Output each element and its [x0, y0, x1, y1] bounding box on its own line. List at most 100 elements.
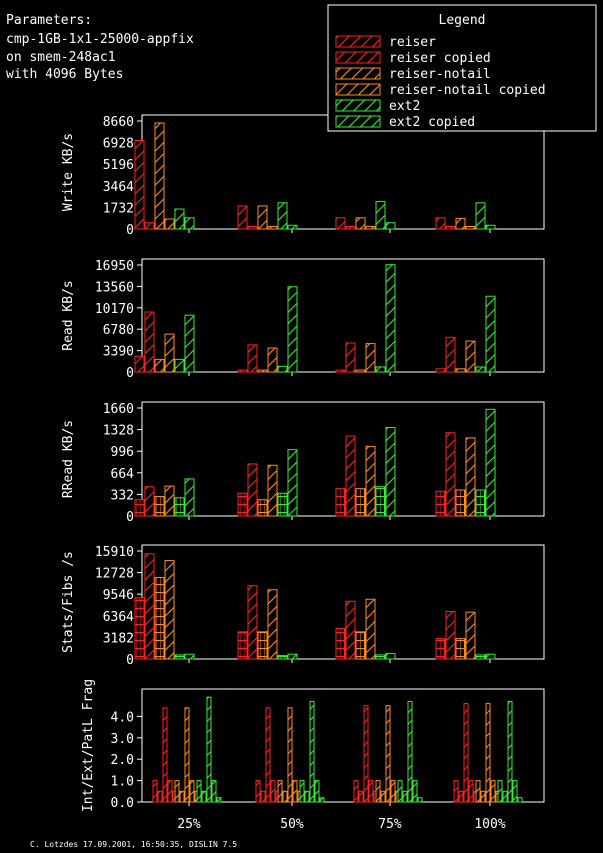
bar-p0-s5-c2: [385, 222, 396, 230]
frag-bar-s2-c0-b3: [211, 780, 217, 803]
frag-bar-s0-c3-b3: [468, 780, 474, 803]
parameters-block: Parameters: cmp-1GB-1x1-25000-appfix on …: [6, 13, 194, 82]
bar-p0-s0-c2: [335, 217, 346, 230]
bar-p1-s5-c2: [385, 264, 396, 373]
ytick-label-4-2: 2.0: [111, 753, 134, 768]
legend-label-1: reiser copied: [389, 51, 491, 66]
legend-label-0: reiser: [389, 35, 436, 50]
bar-p2-s1-c3: [445, 432, 456, 517]
frag-bar-s2-c3-b3: [512, 780, 518, 803]
ytick-label-0-1: 1732: [103, 201, 134, 216]
ytick-label-2-2: 664: [111, 467, 135, 482]
frag-bar-s1-c0-b3: [189, 780, 195, 803]
footer-credit: C. Lotzdes 17.09.2001, 16:50:35, DISLIN …: [30, 840, 237, 849]
bar-p2-s0-c3: [435, 490, 446, 517]
frag-bar-s1-c3-b3: [490, 780, 496, 803]
bar-p1-s1-c3: [445, 336, 456, 373]
x-label-25: 25%: [177, 817, 201, 832]
bar-p0-s0-c0: [134, 139, 145, 230]
bar-p3-s0-c1: [237, 631, 248, 660]
bar-p2-s2-c3: [455, 489, 466, 517]
param-line-4: with 4096 Bytes: [6, 67, 123, 82]
ytick-label-4-4: 4.0: [111, 710, 134, 725]
ylabel-4: Int/Ext/PatL Frag: [81, 679, 96, 812]
panel-1: 0 3390 6780 10170 13560 16950 Read KB/s: [61, 258, 545, 381]
bar-p0-s4-c3: [475, 202, 486, 230]
bar-p3-s0-c2: [335, 627, 346, 660]
frag-bar-s1-c0-b0: [174, 780, 180, 803]
frag-bar-s2-c2-b2: [407, 700, 413, 803]
param-line-3: on smem-248ac1: [6, 50, 116, 65]
bar-p1-s4-c2: [375, 366, 386, 373]
ytick-label-4-0: 0.0: [111, 796, 134, 811]
bar-p3-s2-c2: [355, 631, 366, 660]
bar-p3-s0-c0: [134, 597, 145, 660]
bar-p1-s5-c1: [287, 286, 298, 373]
bar-p2-s0-c1: [237, 492, 248, 517]
ytick-label-1-3: 10170: [95, 302, 134, 317]
frag-bar-s0-c1-b1: [260, 790, 266, 803]
frag-bar-s2-c1-b3: [314, 780, 320, 803]
bar-p2-s3-c3: [465, 437, 476, 517]
bar-p2-s0-c2: [335, 488, 346, 517]
bar-p1-s0-c1: [237, 369, 248, 373]
bar-p2-s5-c3: [485, 408, 496, 517]
bar-p3-s5-c2: [385, 653, 396, 660]
bar-p3-s4-c0: [174, 654, 185, 660]
ytick-label-3-0: 0: [126, 653, 134, 668]
bar-p2-s0-c0: [134, 499, 145, 517]
frag-bar-s2-c3-b0: [497, 780, 503, 803]
frag-bar-s0-c2-b3: [368, 780, 374, 803]
frag-bar-s2-c1-b0: [299, 780, 305, 803]
ytick-label-4-1: 1.0: [111, 775, 134, 790]
bar-p1-s3-c0: [164, 333, 175, 373]
bar-p1-s0-c3: [435, 368, 446, 373]
bar-p3-s5-c3: [485, 653, 496, 660]
ytick-label-2-1: 332: [111, 488, 134, 503]
legend-swatch-2: [335, 67, 381, 80]
bar-p2-s1-c1: [247, 463, 258, 517]
ylabel-3: Stats/Fibs /s: [61, 551, 76, 653]
ylabel-1: Read KB/s: [61, 280, 76, 350]
bar-p1-s5-c3: [485, 295, 496, 373]
bar-p0-s5-c1: [287, 224, 298, 230]
ytick-label-0-0: 0: [126, 223, 134, 238]
bar-p0-s4-c1: [277, 202, 288, 230]
ytick-label-1-5: 16950: [95, 259, 134, 274]
panel-4: 0.0 1.0 2.0 3.0 4.0 Int/Ext/PatL Frag: [81, 679, 545, 812]
panel-3: 0 3182 6364 9546 12728 15910 Stats/Fibs /s: [61, 544, 545, 668]
bar-p2-s4-c0: [174, 497, 185, 517]
x-label-100: 100%: [474, 817, 505, 832]
frag-bar-s1-c1-b2: [287, 707, 293, 803]
frag-bar-s0-c3-b0: [453, 780, 459, 803]
ytick-label-2-0: 0: [126, 510, 134, 525]
frag-bar-s2-c1-b4: [319, 797, 325, 803]
bar-p3-s5-c0: [184, 653, 195, 660]
panel-0: 0 1732 3464 5196 6928 8660 Write KB/s: [61, 114, 545, 238]
bar-p1-s2-c0: [154, 358, 165, 373]
ytick-label-1-0: 0: [126, 366, 134, 381]
frag-bar-s2-c1-b1: [304, 790, 310, 803]
ytick-label-0-2: 3464: [103, 180, 134, 195]
bar-p3-s4-c2: [375, 654, 386, 660]
frag-bar-s2-c2-b3: [412, 780, 418, 803]
frag-bar-s1-c2-b0: [375, 780, 381, 803]
frag-bar-s2-c0-b2: [206, 696, 212, 803]
bar-p2-s4-c3: [475, 489, 486, 517]
legend-swatch-5: [335, 115, 381, 128]
bar-p3-s5-c1: [287, 653, 298, 660]
frag-bar-s0-c2-b0: [353, 780, 359, 803]
bar-p1-s1-c0: [144, 311, 155, 373]
bar-p2-s5-c2: [385, 427, 396, 517]
bar-p2-s3-c1: [267, 464, 278, 517]
bar-p1-s4-c3: [475, 366, 486, 373]
panel-frame-4: [141, 688, 545, 803]
bar-p0-s1-c2: [345, 226, 356, 230]
ytick-label-1-1: 3390: [103, 345, 134, 360]
frag-bar-s2-c2-b1: [402, 790, 408, 803]
ytick-label-2-5: 1660: [103, 402, 134, 417]
bar-p0-s2-c2: [355, 217, 366, 230]
bar-p0-s1-c1: [247, 226, 258, 230]
ytick-label-2-3: 996: [111, 445, 134, 460]
